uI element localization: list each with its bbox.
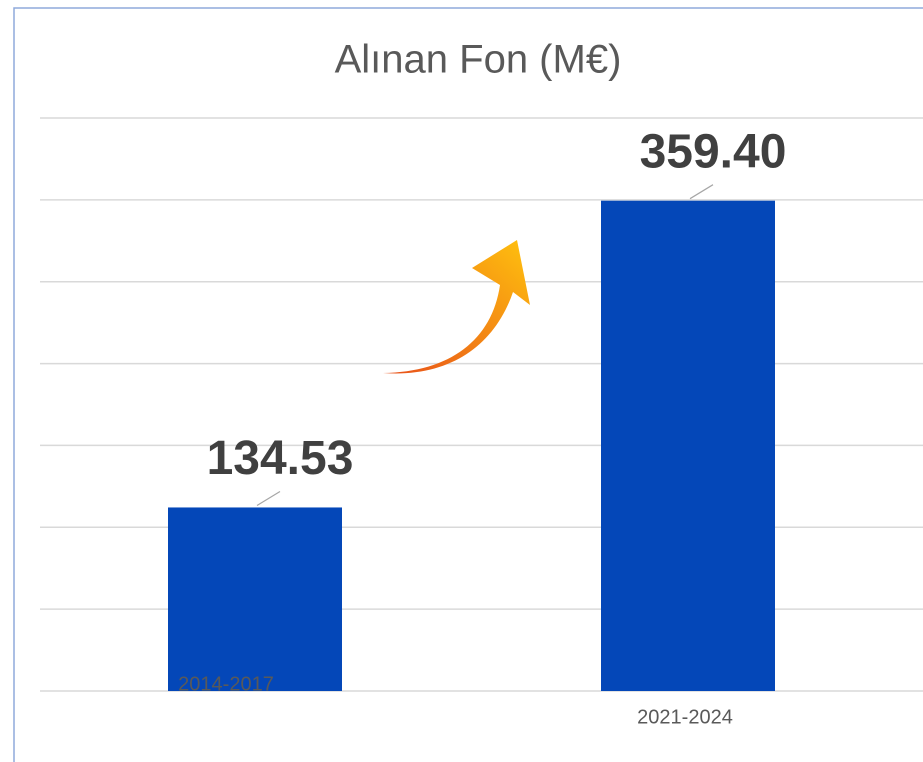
chart-title: Alınan Fon (M€) (335, 38, 622, 82)
value-label: 134.53 (207, 432, 354, 485)
frame (13, 7, 923, 762)
bar (601, 200, 775, 691)
leader-line (689, 184, 714, 200)
x-tick-label: 2014-2017 (178, 673, 274, 695)
growth-arrow (383, 240, 530, 374)
leader-line (256, 490, 281, 506)
x-tick-label: 2021-2024 (637, 706, 733, 728)
value-label: 359.40 (640, 125, 787, 178)
bar (168, 507, 342, 691)
